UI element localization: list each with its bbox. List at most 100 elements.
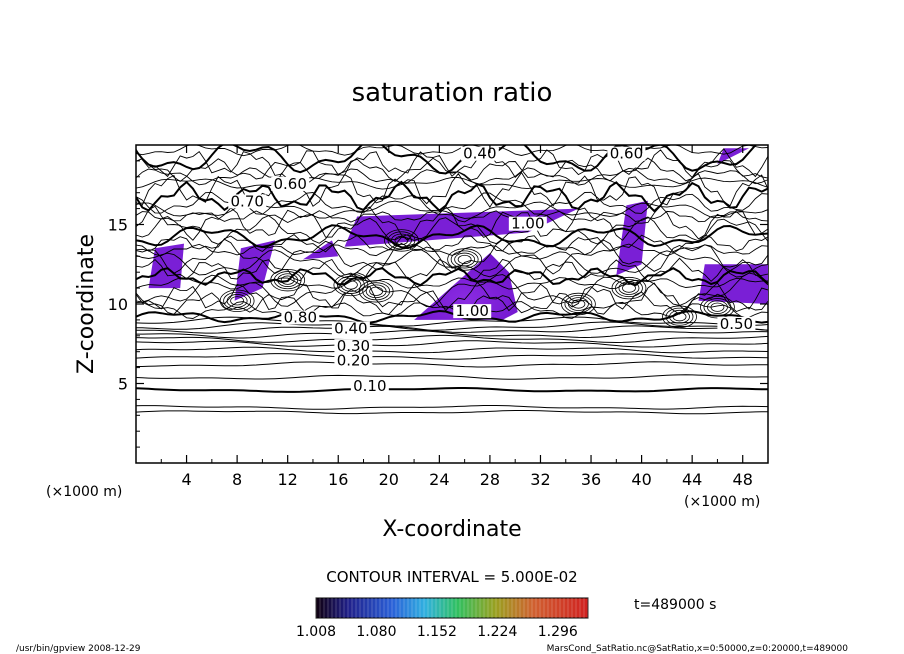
contour-eddy	[457, 254, 472, 265]
x-tick-label: 44	[682, 470, 702, 489]
y-tick-label: 15	[108, 216, 128, 235]
contour-label: 0.60	[610, 145, 643, 163]
contour-eddy	[365, 284, 387, 299]
contour-label: 0.10	[353, 377, 386, 395]
contour-label-bg	[331, 321, 370, 336]
contour-label-bg	[281, 310, 320, 325]
supersaturated-region-right-column	[616, 200, 648, 276]
contour-eddy	[387, 231, 416, 250]
contour-line	[136, 272, 768, 308]
contour-eddy	[665, 307, 694, 326]
contour-eddy	[568, 297, 589, 311]
contour-label-bg	[607, 146, 646, 161]
x-tick-label: 40	[631, 470, 651, 489]
contour-eddy	[273, 271, 302, 290]
contour-eddy	[707, 300, 728, 314]
contour-line	[136, 180, 768, 213]
contour-eddy	[662, 305, 697, 328]
supersaturated-region-center-upper	[302, 240, 339, 260]
contour-line	[136, 248, 768, 279]
contour-label-bg	[271, 176, 310, 191]
contour-eddy	[611, 276, 647, 300]
chart-title: saturation ratio	[352, 78, 553, 108]
contour-eddy	[571, 299, 586, 309]
colorbar-tick-label: 1.152	[417, 624, 457, 640]
contour-eddy	[277, 273, 299, 287]
contour-eddy	[450, 250, 479, 269]
contour-line	[136, 243, 768, 257]
x-tick-label: 48	[733, 470, 753, 489]
x-tick-label: 28	[480, 470, 500, 489]
contour-label: 0.70	[231, 192, 264, 210]
contour-line	[136, 157, 768, 183]
contour-line	[136, 171, 768, 208]
contour-line	[136, 346, 768, 354]
contour-eddy	[223, 291, 252, 310]
contour-line	[136, 148, 768, 179]
contour-eddy	[710, 302, 725, 312]
x-tick-label: 32	[530, 470, 550, 489]
x-tick-label: 12	[278, 470, 298, 489]
x-axis: 4 8 12 16 20 24 28 32 36 40 44 48	[160, 145, 753, 489]
contour-eddy	[219, 289, 255, 313]
contour-label: 1.00	[511, 215, 544, 233]
contour-line	[136, 257, 768, 282]
contour-line	[136, 234, 768, 253]
x-tick-label: 4	[181, 470, 191, 489]
contour-line	[136, 387, 768, 393]
footer-right: MarsCond_SatRatio.nc@SatRatio,x=0:50000,…	[547, 644, 849, 654]
contour-line	[136, 405, 768, 410]
contour-label: 0.80	[284, 308, 317, 326]
contour-eddy	[561, 292, 596, 316]
contour-label-bg	[334, 353, 373, 368]
contour-eddy	[672, 312, 687, 322]
contour-line	[136, 214, 768, 245]
contour-line	[136, 374, 768, 380]
contour-line	[136, 238, 768, 275]
contour-eddy	[230, 296, 245, 306]
x-unit-label: (×1000 m)	[684, 494, 760, 510]
contour-eddy	[564, 294, 593, 313]
contour-label-bg	[453, 304, 492, 319]
contour-label-bg	[508, 216, 547, 231]
y-tick-label: 10	[108, 295, 128, 314]
contour-line	[136, 340, 768, 348]
x-tick-label: 16	[328, 470, 348, 489]
contour-eddy	[226, 294, 248, 308]
contour-eddy	[280, 275, 295, 285]
contour-eddy	[358, 280, 394, 303]
contour-label: 0.60	[274, 175, 307, 193]
contour-line	[136, 321, 768, 331]
contour-label: 0.40	[463, 145, 496, 163]
contour-line	[136, 205, 768, 242]
contour-line	[136, 167, 768, 186]
colorbar-tick-label: 1.080	[356, 624, 396, 640]
y-tick-label: 5	[118, 375, 128, 394]
y-axis-title: Z-coordinate	[74, 234, 99, 374]
colorbar-stripes	[315, 598, 589, 618]
contour-eddy	[336, 275, 365, 294]
footer-left: /usr/bin/gpview 2008-12-29	[16, 644, 141, 654]
contour-line	[136, 334, 768, 344]
colorbar-tick-label: 1.008	[296, 624, 336, 640]
contour-eddy	[343, 280, 358, 290]
x-tick-label: 24	[429, 470, 449, 489]
contour-label-bg	[350, 378, 389, 393]
supersaturated-region-right-lower	[698, 264, 768, 304]
contour-line	[136, 145, 758, 175]
contour-label: 0.30	[337, 337, 370, 355]
contour-eddy	[384, 229, 419, 252]
contour-eddy	[340, 278, 362, 292]
contour-eddy	[447, 248, 483, 271]
contour-line	[136, 353, 768, 360]
x-tick-label: 8	[232, 470, 242, 489]
y-axis: 5 10 15	[108, 160, 768, 448]
contour-line	[136, 361, 768, 368]
contour-eddy	[394, 235, 409, 245]
z-unit-label: (×1000 m)	[46, 484, 122, 500]
contour-eddy	[270, 268, 306, 292]
contour-label: 0.40	[334, 320, 367, 338]
contour-interval-text: CONTOUR INTERVAL = 5.000E-02	[326, 568, 577, 586]
contour-label: 1.00	[456, 302, 489, 320]
